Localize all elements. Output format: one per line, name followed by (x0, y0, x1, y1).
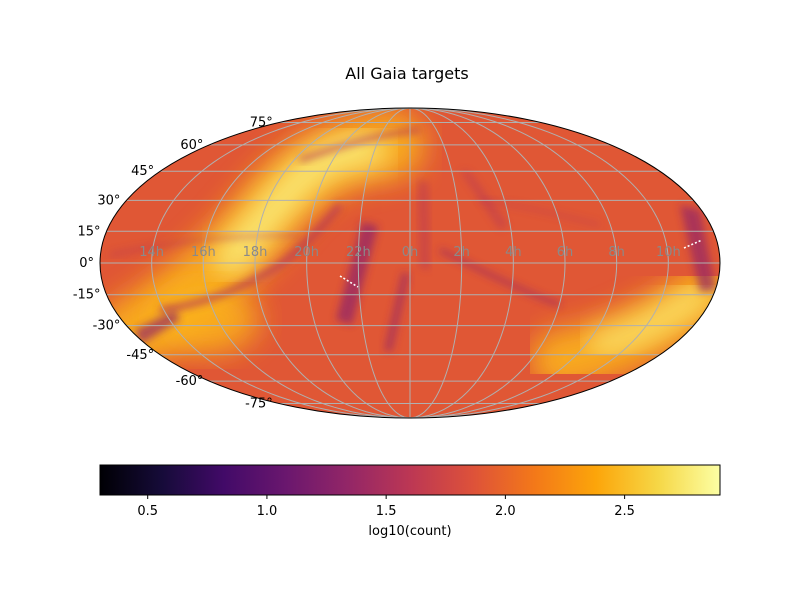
grid-line-ra (306, 108, 411, 418)
dec-tick-labels: 75° 60° 45° 30° 15° 0° -15° -30° -45° -60° -75° (73, 116, 273, 412)
grid-line-ra (409, 108, 566, 418)
gap-marker (683, 239, 703, 249)
dec-tick-label: 0° (79, 256, 94, 271)
ra-tick-label: 10h (656, 245, 681, 260)
dust-lane-north (299, 127, 421, 163)
dec-tick-label: -45° (126, 348, 154, 363)
dust-lane (159, 203, 343, 313)
ra-tick-label: 0h (402, 245, 419, 260)
colorbar-tick-label: 2.5 (614, 504, 635, 519)
ra-tick-label: 22h (346, 245, 371, 260)
colorbar-gradient (99, 464, 721, 496)
coordinate-grid (100, 108, 720, 418)
map-border (99, 107, 721, 419)
dec-tick-label: 45° (131, 164, 154, 179)
dec-tick-label: -15° (73, 288, 101, 303)
ra-tick-label: 14h (139, 245, 164, 260)
sky-map (100, 108, 720, 418)
dec-tick-label: -60° (176, 374, 204, 389)
density-features (100, 110, 720, 390)
grid-line-ra (409, 108, 669, 418)
dec-tick-label: 15° (78, 224, 101, 239)
scan-stripe (418, 180, 430, 270)
ra-tick-label: 8h (608, 245, 625, 260)
ra-tick-label: 6h (557, 245, 574, 260)
ra-tick-label: 2h (453, 245, 470, 260)
galactic-plane-south-core (587, 282, 713, 358)
grid-line-ra (357, 108, 411, 418)
dec-tick-label: 60° (180, 138, 203, 153)
colorbar-tick-label: 1.0 (257, 504, 278, 519)
grid-line-ra (254, 108, 411, 418)
colorbar: 0.5 1.0 1.5 2.0 2.5 log10(count) (99, 464, 721, 539)
scan-stripe (336, 222, 378, 325)
grid-line-ra (409, 108, 514, 418)
scan-stripe (109, 233, 301, 257)
bright-region-southwest (150, 285, 260, 355)
ra-tick-label: 4h (505, 245, 522, 260)
ra-tick-labels: 14h 16h 18h 20h 22h 0h 2h 4h 6h 8h 10h (139, 245, 680, 260)
dec-tick-label: -30° (93, 319, 121, 334)
ra-tick-label: 18h (243, 245, 268, 260)
scan-stripe (479, 198, 601, 227)
dec-tick-label: 75° (250, 116, 273, 131)
ra-tick-label: 20h (294, 245, 319, 260)
colorbar-label: log10(count) (368, 524, 451, 539)
scan-stripe (680, 205, 716, 292)
colorbar-tick-label: 1.5 (376, 504, 397, 519)
colorbar-tick-label: 2.0 (495, 504, 516, 519)
chart-title: All Gaia targets (345, 64, 468, 83)
grid-line-ra (409, 108, 463, 418)
grid-line-ra (151, 108, 411, 418)
dec-tick-label: 30° (97, 193, 120, 208)
scan-stripe (438, 247, 561, 308)
grid-line-ra (202, 108, 411, 418)
grid-line-ra (409, 108, 618, 418)
dec-tick-label: -75° (245, 396, 273, 411)
gap-marker (339, 275, 359, 288)
scan-stripe (384, 272, 410, 352)
colorbar-tick-label: 0.5 (137, 504, 158, 519)
colorbar-ticks: 0.5 1.0 1.5 2.0 2.5 (137, 495, 635, 519)
ra-tick-label: 16h (191, 245, 216, 260)
